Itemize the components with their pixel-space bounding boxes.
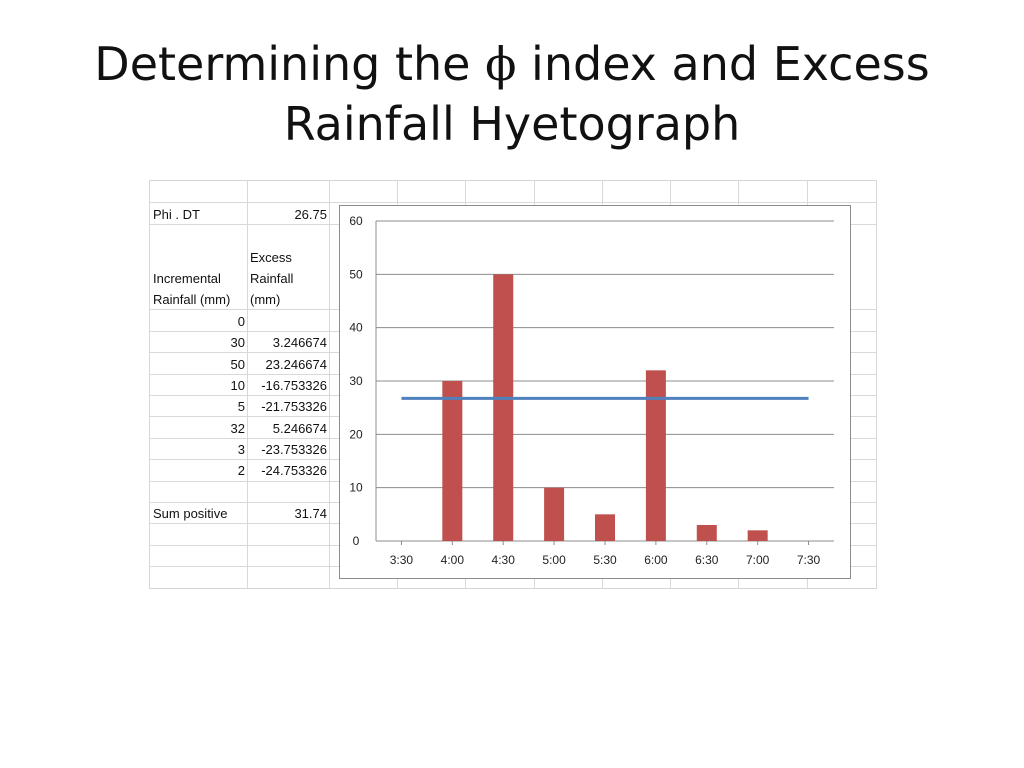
excess-header-line-1: Excess xyxy=(250,250,292,265)
x-tick-label: 5:00 xyxy=(542,553,566,567)
sum-positive-value: 31.74 xyxy=(294,506,327,521)
x-tick-label: 6:00 xyxy=(644,553,668,567)
x-tick-label: 7:00 xyxy=(746,553,770,567)
excess-cell: -21.753326 xyxy=(261,399,327,414)
x-tick-label: 6:30 xyxy=(695,553,719,567)
phi-symbol: ϕ xyxy=(485,37,517,91)
phi-dt-label: Phi . DT xyxy=(153,207,200,222)
incremental-cell: 5 xyxy=(237,399,245,414)
title-text-post: index and Excess xyxy=(516,37,930,91)
incremental-header-line-2: Rainfall (mm) xyxy=(153,292,231,307)
bar xyxy=(645,370,666,541)
title-text-pre: Determining the xyxy=(94,37,486,91)
bar xyxy=(696,525,717,541)
incremental-cell: 50 xyxy=(230,357,245,372)
hyetograph-chart: 0 10 20 30 40 50 60 3:30 4:00 4:30 5:00 5:30 6:00 6:3… xyxy=(339,205,851,579)
bar xyxy=(493,274,514,541)
y-tick-label: 40 xyxy=(349,321,363,335)
incremental-cell: 2 xyxy=(237,463,245,478)
excess-header-line-2: Rainfall xyxy=(250,271,294,286)
x-tick-label: 3:30 xyxy=(390,553,414,567)
bar xyxy=(442,381,463,541)
excess-cell: -23.753326 xyxy=(261,442,327,457)
bar xyxy=(747,530,768,541)
y-tick-label: 20 xyxy=(349,427,363,441)
y-tick-label: 10 xyxy=(349,481,363,495)
x-tick-label: 4:00 xyxy=(441,553,465,567)
y-tick-label: 0 xyxy=(353,534,360,548)
y-tick-label: 60 xyxy=(349,214,363,228)
excess-cell: -24.753326 xyxy=(261,463,327,478)
excess-header-line-3: (mm) xyxy=(250,292,281,307)
incremental-cell: 3 xyxy=(237,442,245,457)
sum-positive-label: Sum positive xyxy=(153,506,228,521)
incremental-cell: 0 xyxy=(237,314,245,329)
slide-title: Determining the ϕ index and Excess Rainf… xyxy=(0,34,1024,154)
x-tick-label: 4:30 xyxy=(492,553,516,567)
excess-cell: -16.753326 xyxy=(261,378,327,393)
y-tick-label: 30 xyxy=(349,374,363,388)
title-line-2: Rainfall Hyetograph xyxy=(283,97,741,151)
y-tick-label: 50 xyxy=(349,267,363,281)
incremental-header-line-1: Incremental xyxy=(153,271,221,286)
chart-svg: 0 10 20 30 40 50 60 3:30 4:00 4:30 5:00 5:30 6:00 6:3… xyxy=(349,214,834,567)
incremental-cell: 32 xyxy=(230,421,245,436)
phi-dt-value: 26.75 xyxy=(294,207,327,222)
title-line-1: Determining the ϕ index and Excess xyxy=(0,34,1024,94)
incremental-cell: 30 xyxy=(230,335,245,350)
bar xyxy=(544,487,565,541)
x-tick-label: 5:30 xyxy=(593,553,617,567)
x-tick-label: 7:30 xyxy=(797,553,821,567)
incremental-cell: 10 xyxy=(230,378,245,393)
bar xyxy=(595,514,615,541)
excess-cell: 5.246674 xyxy=(272,421,327,436)
excess-cell: 23.246674 xyxy=(265,357,327,372)
excess-cell: 3.246674 xyxy=(272,335,327,350)
